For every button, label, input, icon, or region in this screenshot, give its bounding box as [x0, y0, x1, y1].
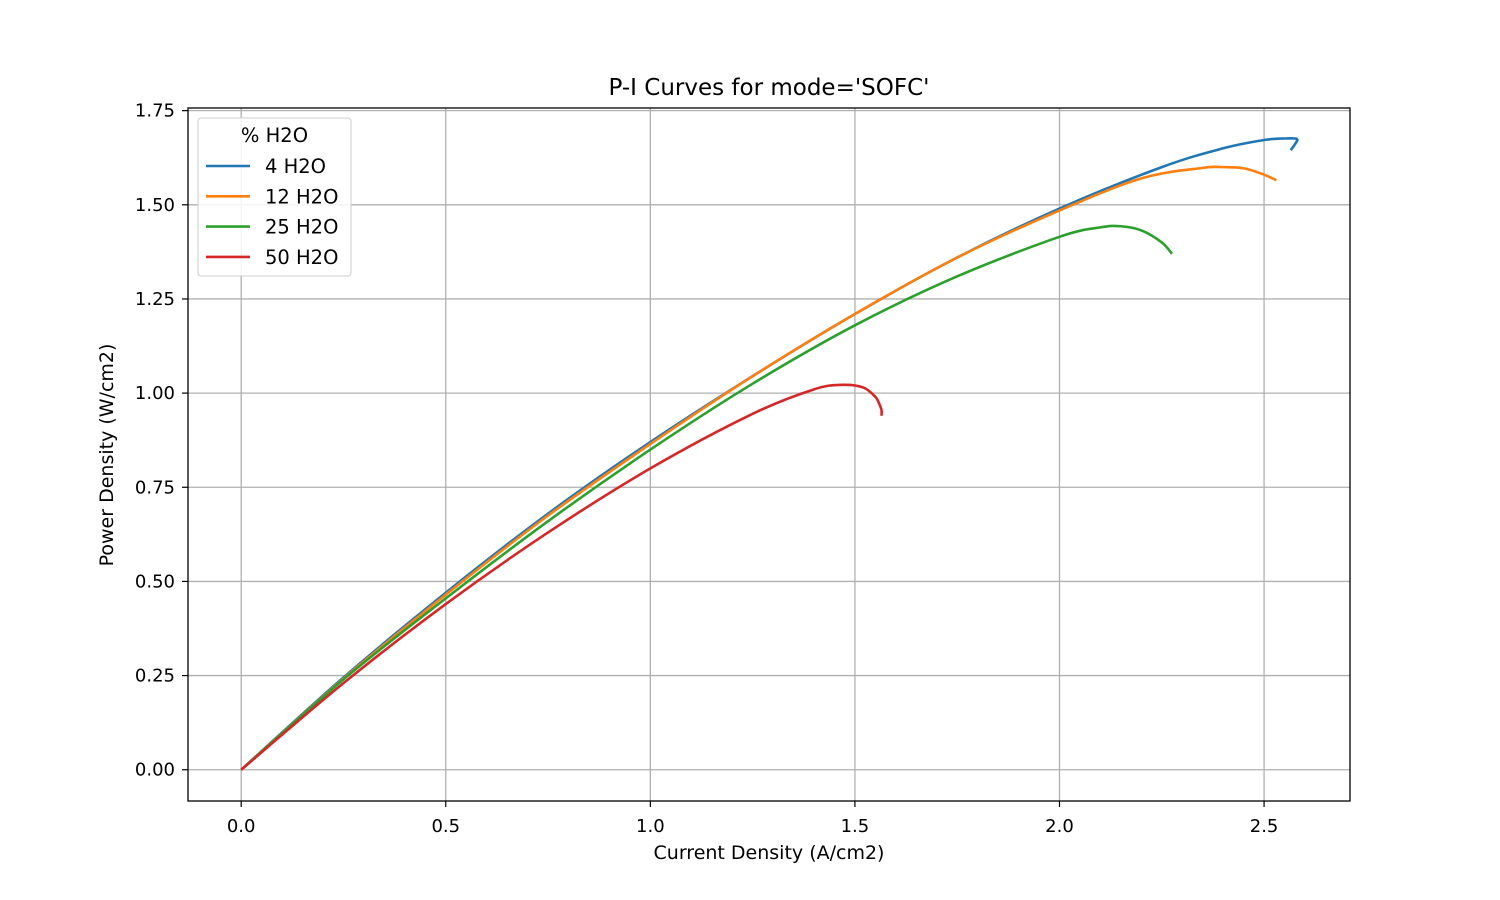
- series-line-3: [240, 224, 1174, 771]
- x-tick-label: 0.0: [227, 816, 256, 837]
- y-tick-label: 0.75: [135, 477, 175, 498]
- series-line-4: [240, 383, 883, 771]
- legend: % H2O 4 H2O 12 H2O 25 H2O 50 H2O: [197, 117, 352, 277]
- x-tick-label: 0.5: [431, 816, 460, 837]
- plot-frame: [187, 107, 1351, 802]
- x-axis-label: Current Density (A/cm2): [654, 842, 885, 864]
- y-tick-label: 1.75: [135, 101, 175, 122]
- chart-title: P-I Curves for mode='SOFC': [609, 75, 930, 101]
- y-axis-label: Power Density (W/cm2): [96, 344, 118, 567]
- y-tick-label: 0.50: [135, 571, 175, 592]
- x-tick-label: 1.5: [841, 816, 870, 837]
- series-lines: [240, 136, 1299, 771]
- legend-label: 12 H2O: [265, 185, 338, 208]
- y-tick-label: 1.25: [135, 289, 175, 310]
- legend-label: 25 H2O: [265, 216, 338, 239]
- axis-ticks: 0.0 0.5 1.0 1.5 2.0 2.5 0.00 0.25 0.50 0.75 1.00 1.…: [135, 101, 1278, 837]
- y-tick-label: 0.25: [135, 666, 175, 687]
- series-line-2: [240, 165, 1277, 771]
- y-tick-label: 0.00: [135, 760, 175, 781]
- x-tick-label: 1.0: [636, 816, 665, 837]
- grid: [188, 108, 1350, 801]
- y-tick-label: 1.00: [135, 383, 175, 404]
- legend-label: 50 H2O: [265, 246, 338, 269]
- y-tick-label: 1.50: [135, 195, 175, 216]
- legend-frame: [197, 117, 352, 277]
- legend-entries: 4 H2O 12 H2O 25 H2O 50 H2O: [206, 155, 338, 269]
- x-tick-label: 2.0: [1045, 816, 1074, 837]
- x-tick-label: 2.5: [1250, 816, 1279, 837]
- legend-label: 4 H2O: [265, 155, 326, 178]
- legend-title: % H2O: [241, 124, 308, 147]
